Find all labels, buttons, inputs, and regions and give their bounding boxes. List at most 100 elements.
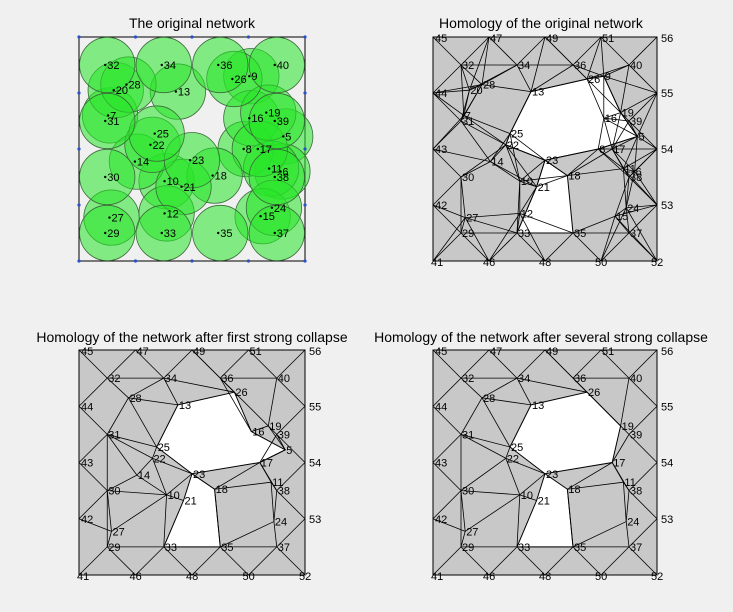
node-label-25: 25 [157,129,169,141]
edge-10-22 [505,144,521,182]
edge-24-35 [220,521,275,548]
sensor-dot-11 [267,167,271,170]
edge-11-18 [567,168,624,176]
edge-23-18 [191,473,215,490]
node-label-13: 13 [532,400,544,412]
node-label-55: 55 [661,88,673,100]
edge-14-22 [490,144,507,162]
edge-20-47 [469,36,490,91]
node-label-21: 21 [538,182,550,194]
edge-33-46 [488,232,518,262]
edge-32-7 [460,64,465,116]
edge-24-38 [625,176,630,208]
edge-22-14 [136,458,153,476]
node-label-14: 14 [138,470,150,482]
edge-27-29 [460,531,466,547]
edge-32-47 [460,36,490,66]
node-label-15: 15 [263,211,275,223]
node-label-34: 34 [164,60,176,72]
edge-36-16 [219,377,252,432]
node-label-19: 19 [268,108,280,120]
edge-27-46 [464,217,490,262]
edge-56-40 [276,349,306,379]
node-label-53: 53 [661,200,673,212]
sensor-coverage-disk-32 [79,36,136,94]
node-label-32: 32 [462,60,474,72]
edge-36-19 [572,377,621,427]
node-label-18: 18 [568,484,580,496]
edge-24-37 [625,521,630,547]
node-label-54: 54 [661,458,673,470]
edge-22-23 [152,457,193,475]
edge-17-39 [611,120,630,150]
edge-12-27 [465,213,520,218]
sensor-dot-24 [270,206,274,209]
fence-node-46 [133,259,138,263]
edge-10-23 [519,159,546,182]
edge-10-23 [519,473,546,496]
node-label-45: 45 [435,346,447,358]
edge-32-28 [106,377,129,399]
sensor-dot-31 [104,119,107,123]
node-label-31: 31 [107,116,119,128]
panel-title-homology-original: Homology of the original network [439,15,644,31]
panel-original-network: The original network 5 6 7 8 9 10 11 12 13 14 15 16… [77,15,314,263]
node-label-16: 16 [605,113,617,125]
node-label-24: 24 [274,203,286,215]
sensor-coverage-disk-34 [135,36,192,94]
edge-21-23 [536,160,546,187]
node-label-56: 56 [661,33,673,45]
edge-27-10 [464,494,521,532]
fence-node-44 [77,91,81,95]
homology-holes [156,391,287,548]
node-label-23: 23 [546,469,558,481]
sensor-disks [79,36,314,262]
edge-46-29 [106,546,136,576]
sensor-dot-39 [273,119,276,123]
edge-55-40 [276,377,306,407]
node-label-37: 37 [630,542,642,554]
node-label-14: 14 [137,157,149,169]
sensor-dot-35 [217,231,220,235]
edge-22-25 [505,133,511,145]
edge-27-10 [111,494,167,532]
node-label-29: 29 [108,542,120,554]
edge-43-31 [432,434,462,463]
edge-5-17 [259,449,286,463]
node-label-28: 28 [128,80,140,92]
edge-11-24 [270,482,275,522]
edge-38-24 [273,490,278,522]
edge-22-30 [460,144,507,178]
edge-19-9 [603,76,621,113]
sensor-dot-37 [273,231,276,235]
edge-54-38 [276,462,306,491]
node-label-25: 25 [158,442,170,454]
edge-23-25 [509,133,546,161]
node-label-56: 56 [309,346,321,358]
edge-52-37 [628,546,658,576]
node-label-21: 21 [184,182,196,194]
edge-20-31 [460,90,470,122]
edge-24-50 [600,207,627,262]
node-label-35: 35 [220,228,232,240]
edge-29-46 [460,232,490,262]
node-label-11: 11 [624,477,635,489]
node-label-31: 31 [462,116,474,128]
node-label-39: 39 [630,116,642,128]
node-label-15: 15 [616,211,628,223]
edge-19-5 [620,112,638,137]
node-label-46: 46 [483,571,495,583]
edge-18-23 [544,159,568,176]
edge-18-35 [214,489,221,547]
edge-22-23 [505,457,546,475]
node-label-19: 19 [622,108,634,120]
fence-node-48 [190,259,194,263]
node-label-17: 17 [613,458,625,470]
node-label-19: 19 [269,421,281,433]
edge-45-32 [78,349,108,379]
edge-44-31 [432,405,462,435]
node-label-39: 39 [277,116,289,128]
edge-51-9 [600,36,605,77]
edge-16-17 [603,118,613,150]
edge-25-7 [463,115,511,134]
